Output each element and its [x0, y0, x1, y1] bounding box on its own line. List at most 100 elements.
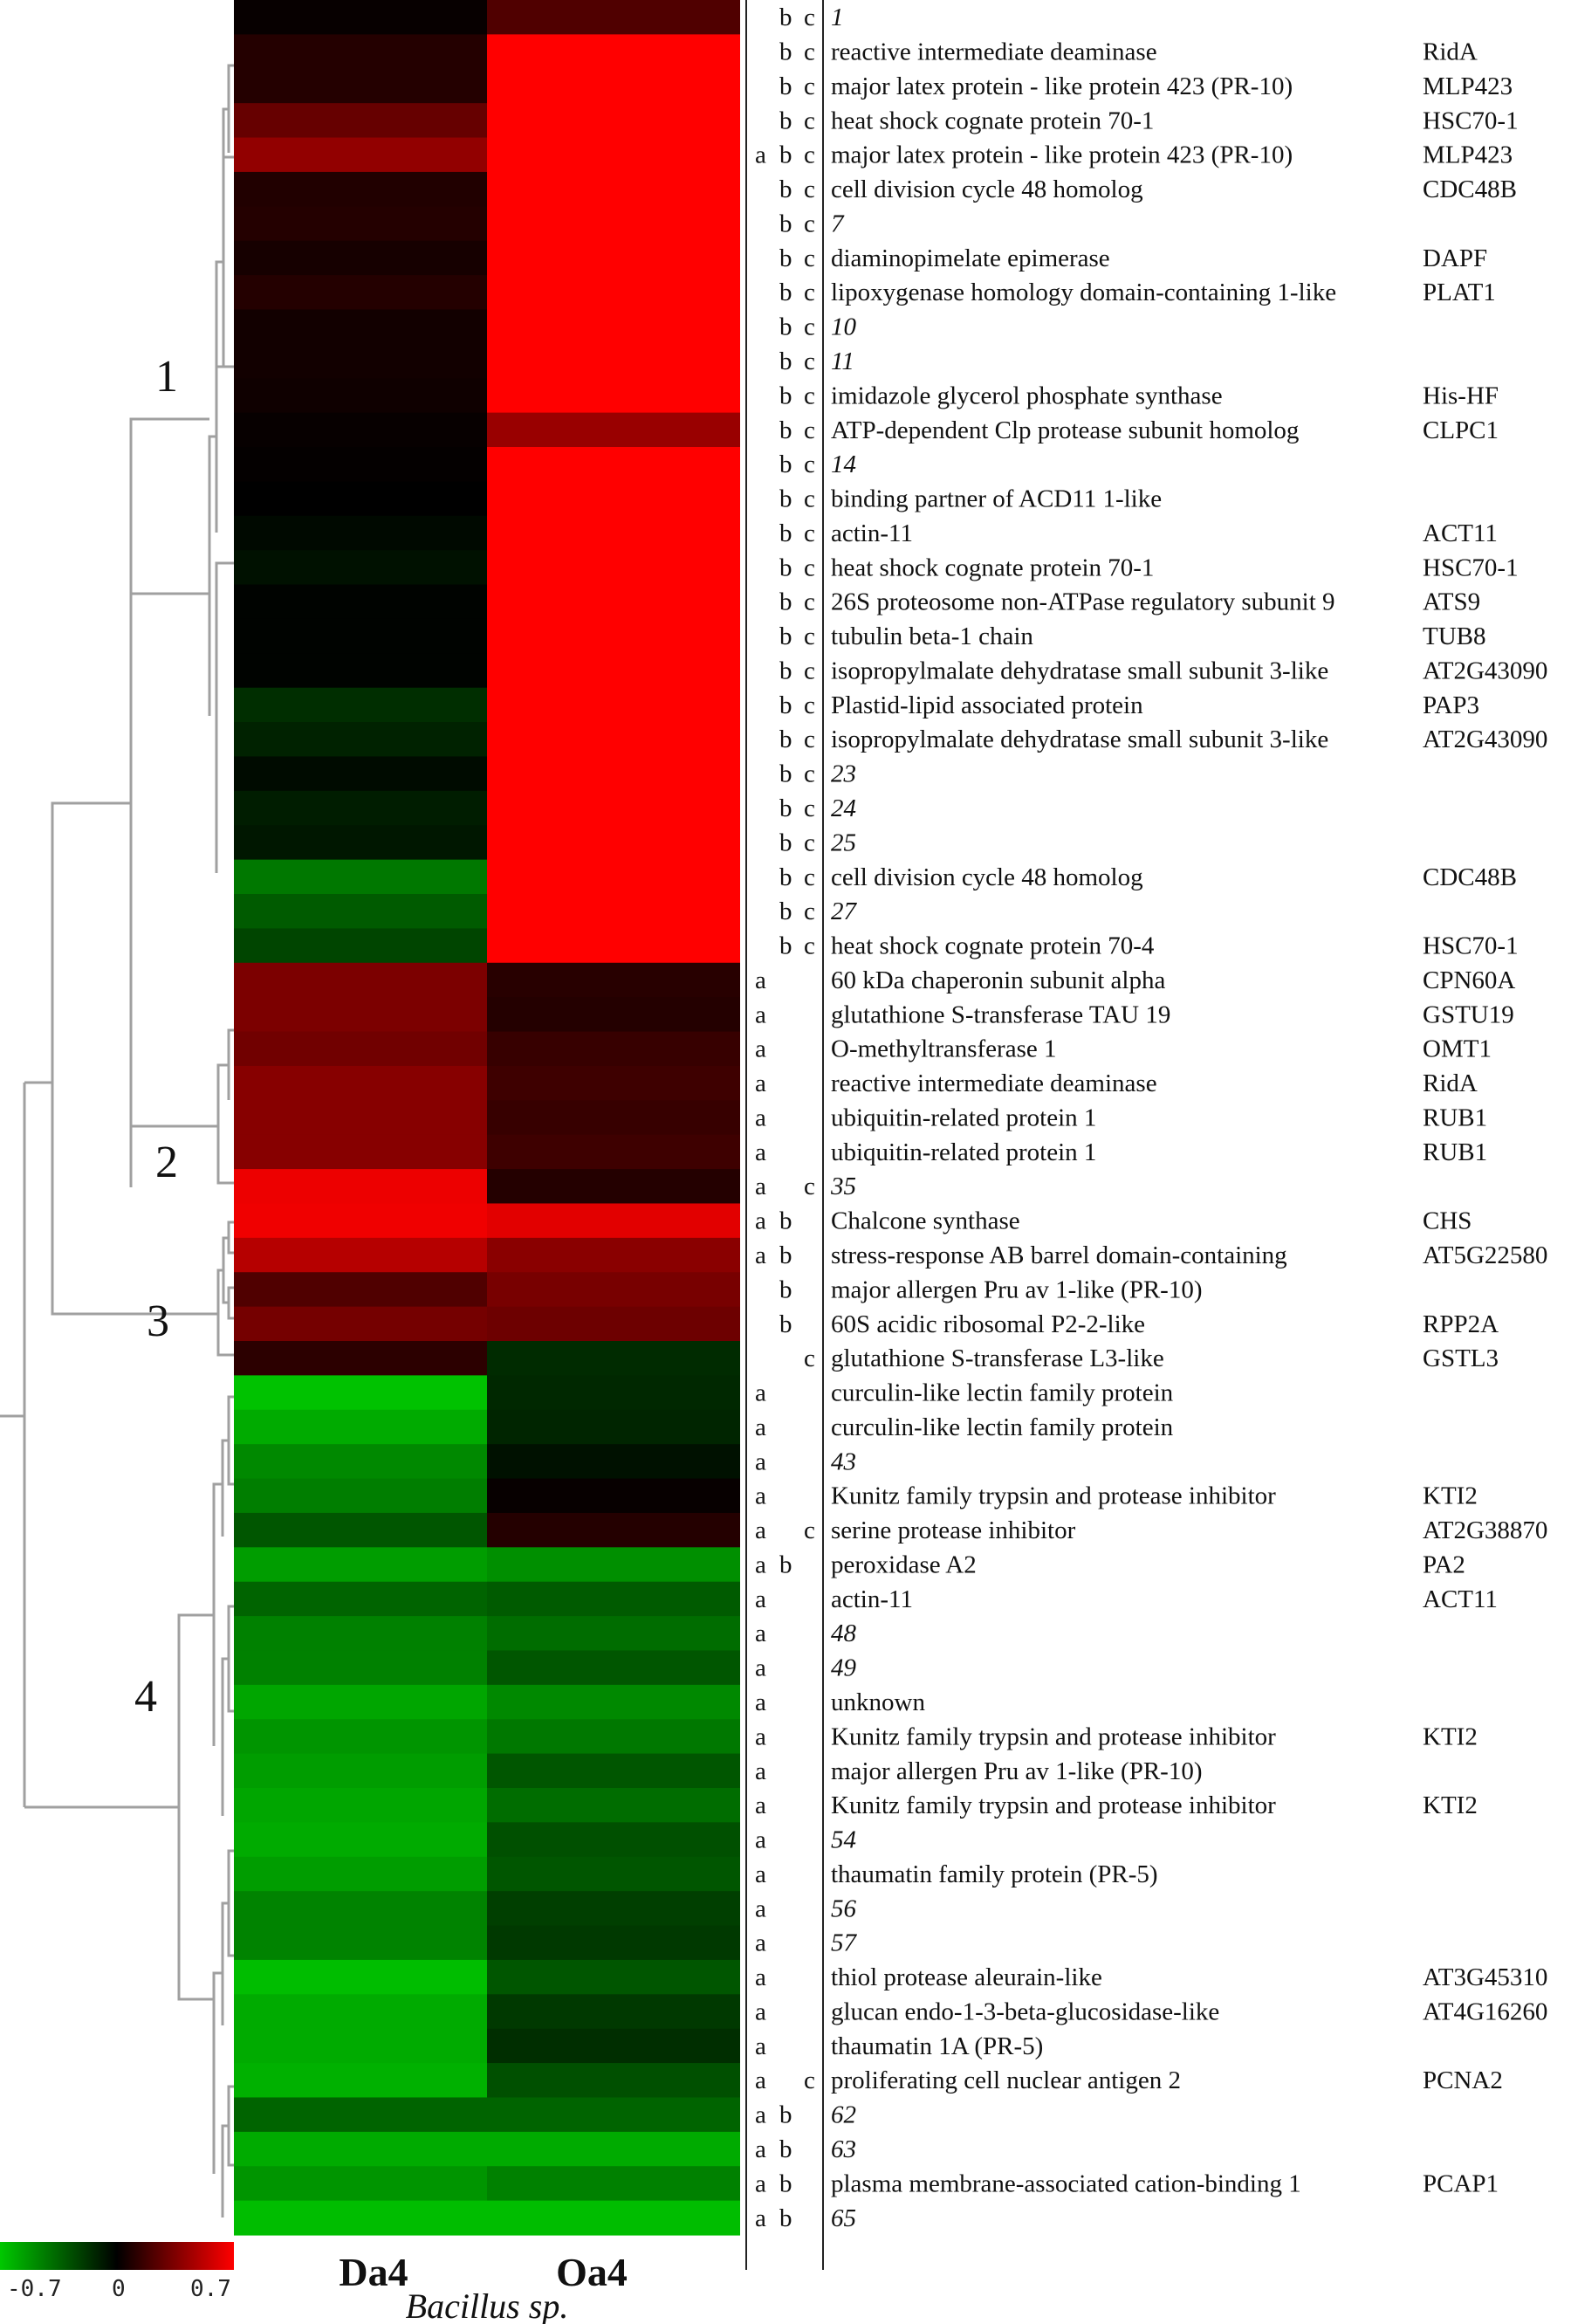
sig-letter-2-b: b [779, 38, 792, 66]
column-label-oa4: Oa4 [556, 2250, 628, 2294]
row-name-38: major allergen Pru av 1-like (PR-10) [831, 1275, 1203, 1303]
sig-letter-9-c: c [804, 278, 815, 306]
sig-letter-46-a: a [755, 1550, 766, 1578]
row-name-44: Kunitz family trypsin and protease inhib… [831, 1482, 1276, 1510]
color-scale-mid-label: 0 [112, 2276, 126, 2302]
sig-letter-35-c: c [804, 1172, 815, 1200]
heatmap-cell-57-da4 [234, 1925, 487, 1961]
heatmap-cell-51-da4 [234, 1719, 487, 1755]
row-gene-16: ACT11 [1423, 519, 1498, 547]
row-gene-21: PAP3 [1423, 691, 1479, 719]
heatmap-cell-39-oa4 [487, 1306, 740, 1342]
heatmap-cell-64-oa4 [487, 2166, 740, 2202]
sig-letter-49-a: a [755, 1654, 766, 1682]
row-gene-47: ACT11 [1423, 1585, 1498, 1613]
row-name-34: ubiquitin-related protein 1 [831, 1138, 1096, 1166]
row-name-15: binding partner of ACD11 1-like [831, 485, 1162, 513]
sig-letter-38-b: b [779, 1275, 792, 1303]
row-number-48: 48 [831, 1619, 857, 1647]
sig-letter-4-c: c [804, 107, 815, 134]
sig-letter-65-a: a [755, 2204, 766, 2232]
row-gene-46: PA2 [1423, 1550, 1465, 1578]
x-axis-label: Bacillus sp. [406, 2286, 569, 2324]
heatmap-cell-27-oa4 [487, 894, 740, 929]
row-gene-26: CDC48B [1423, 863, 1517, 891]
row-gene-19: TUB8 [1423, 622, 1486, 650]
row-number-24: 24 [831, 794, 856, 822]
heatmap-cell-50-da4 [234, 1684, 487, 1720]
row-name-40: glutathione S-transferase L3-like [831, 1344, 1164, 1372]
sig-letter-5-b: b [779, 141, 792, 169]
row-gene-5: MLP423 [1423, 141, 1513, 169]
sig-letter-26-b: b [779, 863, 792, 891]
heatmap-cell-25-oa4 [487, 825, 740, 861]
heatmap-cell-62-da4 [234, 2097, 487, 2133]
heatmap-cell-55-oa4 [487, 1856, 740, 1892]
sig-letter-36-b: b [779, 1207, 792, 1235]
row-number-62: 62 [831, 2101, 856, 2129]
row-name-3: major latex protein - like protein 423 (… [831, 72, 1293, 100]
sig-letter-3-b: b [779, 72, 792, 100]
sig-letter-8-b: b [779, 244, 792, 272]
row-name-61: proliferating cell nuclear antigen 2 [831, 2066, 1181, 2094]
row-gene-40: GSTL3 [1423, 1344, 1499, 1372]
heatmap-cell-44-da4 [234, 1478, 487, 1514]
sig-letter-63-a: a [755, 2135, 766, 2163]
heatmap-cell-10-oa4 [487, 309, 740, 345]
sig-letter-1-b: b [779, 3, 792, 31]
heatmap-cell-2-oa4 [487, 34, 740, 70]
sig-letter-18-b: b [779, 588, 792, 616]
heatmap-cell-15-oa4 [487, 481, 740, 517]
heatmap-cell-25-da4 [234, 825, 487, 861]
heatmap-cell-47-oa4 [487, 1581, 740, 1617]
heatmap-cell-46-da4 [234, 1547, 487, 1583]
sig-letter-5-c: c [804, 141, 815, 169]
heatmap-cell-36-da4 [234, 1203, 487, 1239]
row-name-26: cell division cycle 48 homolog [831, 863, 1143, 891]
sig-letter-24-c: c [804, 794, 815, 822]
sig-letter-26-c: c [804, 863, 815, 891]
sig-letter-43-a: a [755, 1447, 766, 1475]
row-name-60: thaumatin 1A (PR-5) [831, 2032, 1043, 2060]
heatmap-cell-58-oa4 [487, 1959, 740, 1995]
sig-letter-2-c: c [804, 38, 815, 66]
heatmap-cell-42-da4 [234, 1409, 487, 1445]
row-number-65: 65 [831, 2204, 856, 2232]
heatmap-cell-45-oa4 [487, 1512, 740, 1548]
row-name-50: unknown [831, 1688, 925, 1716]
heatmap-cell-33-da4 [234, 1100, 487, 1136]
heatmap-cell-20-oa4 [487, 653, 740, 689]
row-name-20: isopropylmalate dehydratase small subuni… [831, 657, 1328, 684]
heatmap-cell-19-da4 [234, 618, 487, 654]
sig-letter-20-b: b [779, 657, 792, 684]
sig-letter-6-b: b [779, 175, 792, 203]
row-gene-64: PCAP1 [1423, 2169, 1499, 2197]
row-gene-39: RPP2A [1423, 1310, 1499, 1338]
row-name-64: plasma membrane-associated cation-bindin… [831, 2169, 1301, 2197]
row-gene-18: ATS9 [1423, 588, 1480, 616]
heatmap-cell-41-da4 [234, 1375, 487, 1411]
row-name-6: cell division cycle 48 homolog [831, 175, 1143, 203]
heatmap-cell-56-da4 [234, 1891, 487, 1927]
sig-letter-15-c: c [804, 485, 815, 513]
heatmap-cell-52-oa4 [487, 1753, 740, 1789]
sig-letter-16-c: c [804, 519, 815, 547]
row-number-27: 27 [831, 897, 858, 925]
heatmap-cell-4-da4 [234, 103, 487, 139]
row-name-41: curculin-like lectin family protein [831, 1379, 1174, 1407]
heatmap-cell-35-da4 [234, 1169, 487, 1205]
sig-letter-11-c: c [804, 347, 815, 375]
row-gene-4: HSC70-1 [1423, 107, 1519, 134]
sig-letter-31-a: a [755, 1035, 766, 1063]
heatmap-cell-7-oa4 [487, 206, 740, 242]
row-gene-9: PLAT1 [1423, 278, 1496, 306]
heatmap-cell-19-oa4 [487, 618, 740, 654]
row-name-19: tubulin beta-1 chain [831, 622, 1033, 650]
sig-letter-5-a: a [755, 141, 766, 169]
sig-letter-45-c: c [804, 1516, 815, 1544]
row-number-11: 11 [831, 347, 854, 375]
row-gene-12: His-HF [1423, 382, 1499, 409]
sig-letter-17-c: c [804, 553, 815, 581]
sig-letter-28-c: c [804, 932, 815, 960]
heatmap-cell-29-da4 [234, 962, 487, 998]
